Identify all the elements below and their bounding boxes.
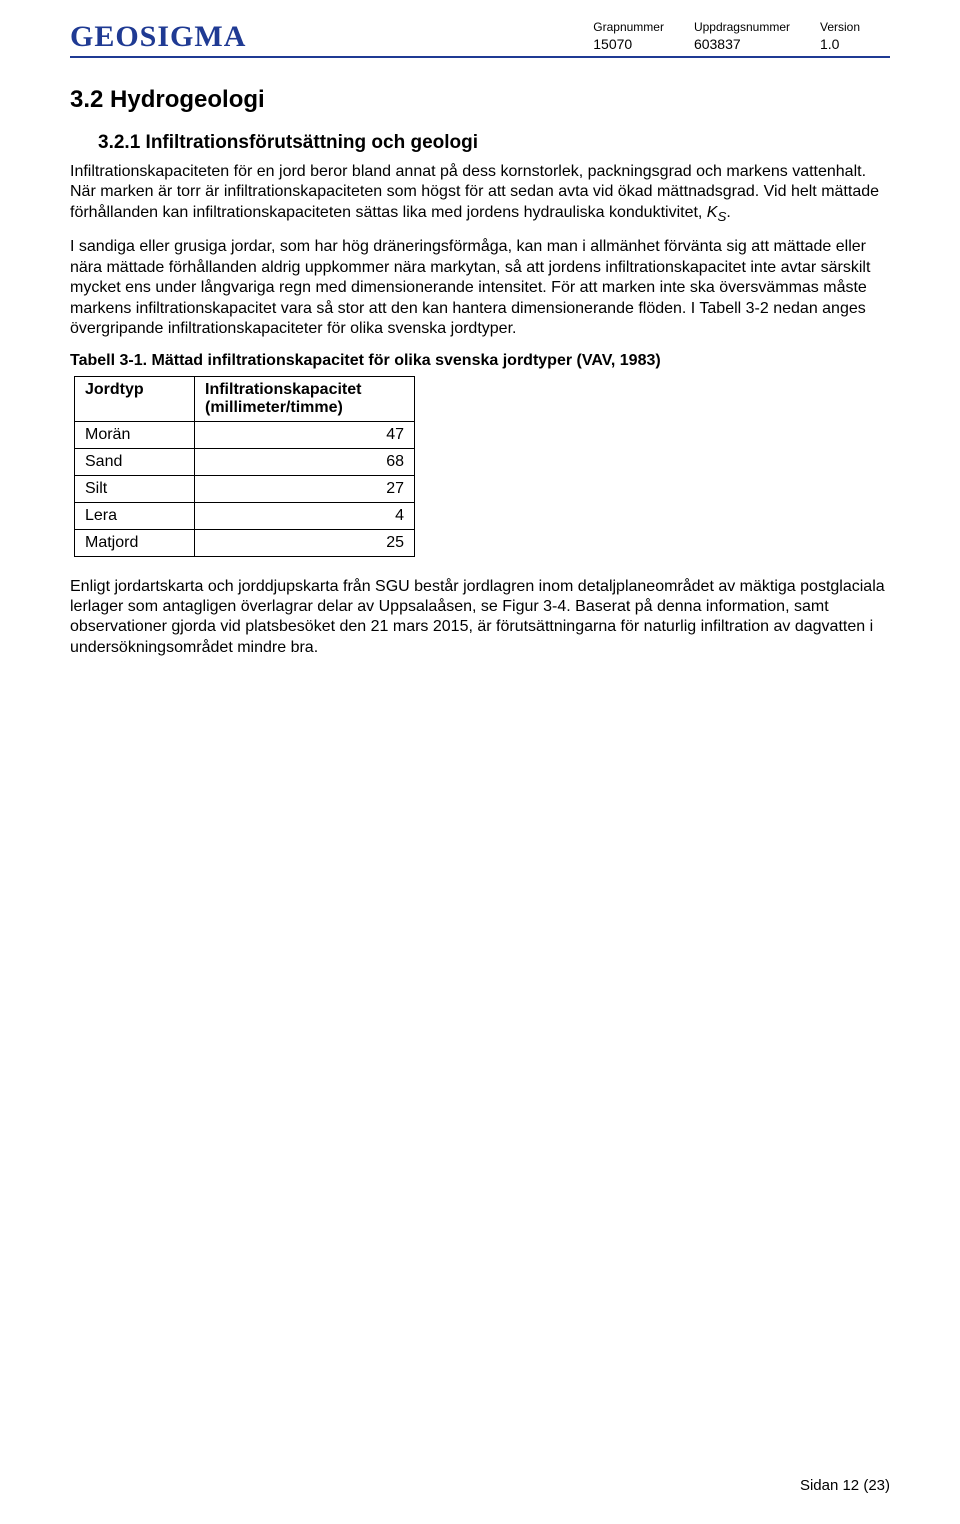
- page-header: GEOSIGMA Grapnummer 15070 Uppdragsnummer…: [70, 20, 890, 58]
- table-cell: Silt: [75, 475, 195, 502]
- table-cell: 25: [195, 529, 415, 556]
- paragraph-1: Infiltrationskapaciteten för en jord ber…: [70, 162, 890, 225]
- table-cell: Morän: [75, 421, 195, 448]
- meta-label: Uppdragsnummer: [694, 20, 790, 34]
- table-cell: 27: [195, 475, 415, 502]
- meta-version: Version 1.0: [820, 20, 890, 52]
- table-cell: 47: [195, 421, 415, 448]
- table-caption: Tabell 3-1. Mättad infiltrationskapacite…: [70, 352, 890, 370]
- paragraph-text-end: .: [726, 204, 730, 221]
- table-cell: 68: [195, 448, 415, 475]
- symbol-k: K: [707, 204, 718, 221]
- meta-grapnummer: Grapnummer 15070: [593, 20, 664, 52]
- table-cell: 4: [195, 502, 415, 529]
- meta-label: Version: [820, 20, 890, 34]
- table-cell: Lera: [75, 502, 195, 529]
- logo: GEOSIGMA: [70, 20, 246, 54]
- infiltration-table: Jordtyp Infiltrationskapacitet (millimet…: [74, 376, 415, 557]
- table-cell: Matjord: [75, 529, 195, 556]
- table-header-cell: Jordtyp: [75, 376, 195, 421]
- paragraph-2: I sandiga eller grusiga jordar, som har …: [70, 237, 890, 339]
- page-footer: Sidan 12 (23): [800, 1477, 890, 1494]
- page: GEOSIGMA Grapnummer 15070 Uppdragsnummer…: [0, 0, 960, 1524]
- paragraph-text: Infiltrationskapaciteten för en jord ber…: [70, 163, 879, 221]
- table-row: Sand 68: [75, 448, 415, 475]
- meta-value: 603837: [694, 36, 790, 52]
- meta-value: 15070: [593, 36, 664, 52]
- heading-level-2: 3.2 Hydrogeologi: [70, 86, 890, 114]
- table-row: Lera 4: [75, 502, 415, 529]
- meta-value: 1.0: [820, 36, 890, 52]
- table-row: Silt 27: [75, 475, 415, 502]
- table-header-row: Jordtyp Infiltrationskapacitet (millimet…: [75, 376, 415, 421]
- meta-label: Grapnummer: [593, 20, 664, 34]
- table-row: Matjord 25: [75, 529, 415, 556]
- table-row: Morän 47: [75, 421, 415, 448]
- table-cell: Sand: [75, 448, 195, 475]
- paragraph-3: Enligt jordartskarta och jorddjupskarta …: [70, 577, 890, 659]
- meta-uppdragsnummer: Uppdragsnummer 603837: [694, 20, 790, 52]
- heading-level-3: 3.2.1 Infiltrationsförutsättning och geo…: [98, 132, 890, 154]
- doc-meta: Grapnummer 15070 Uppdragsnummer 603837 V…: [593, 20, 890, 52]
- table-header-cell: Infiltrationskapacitet (millimeter/timme…: [195, 376, 415, 421]
